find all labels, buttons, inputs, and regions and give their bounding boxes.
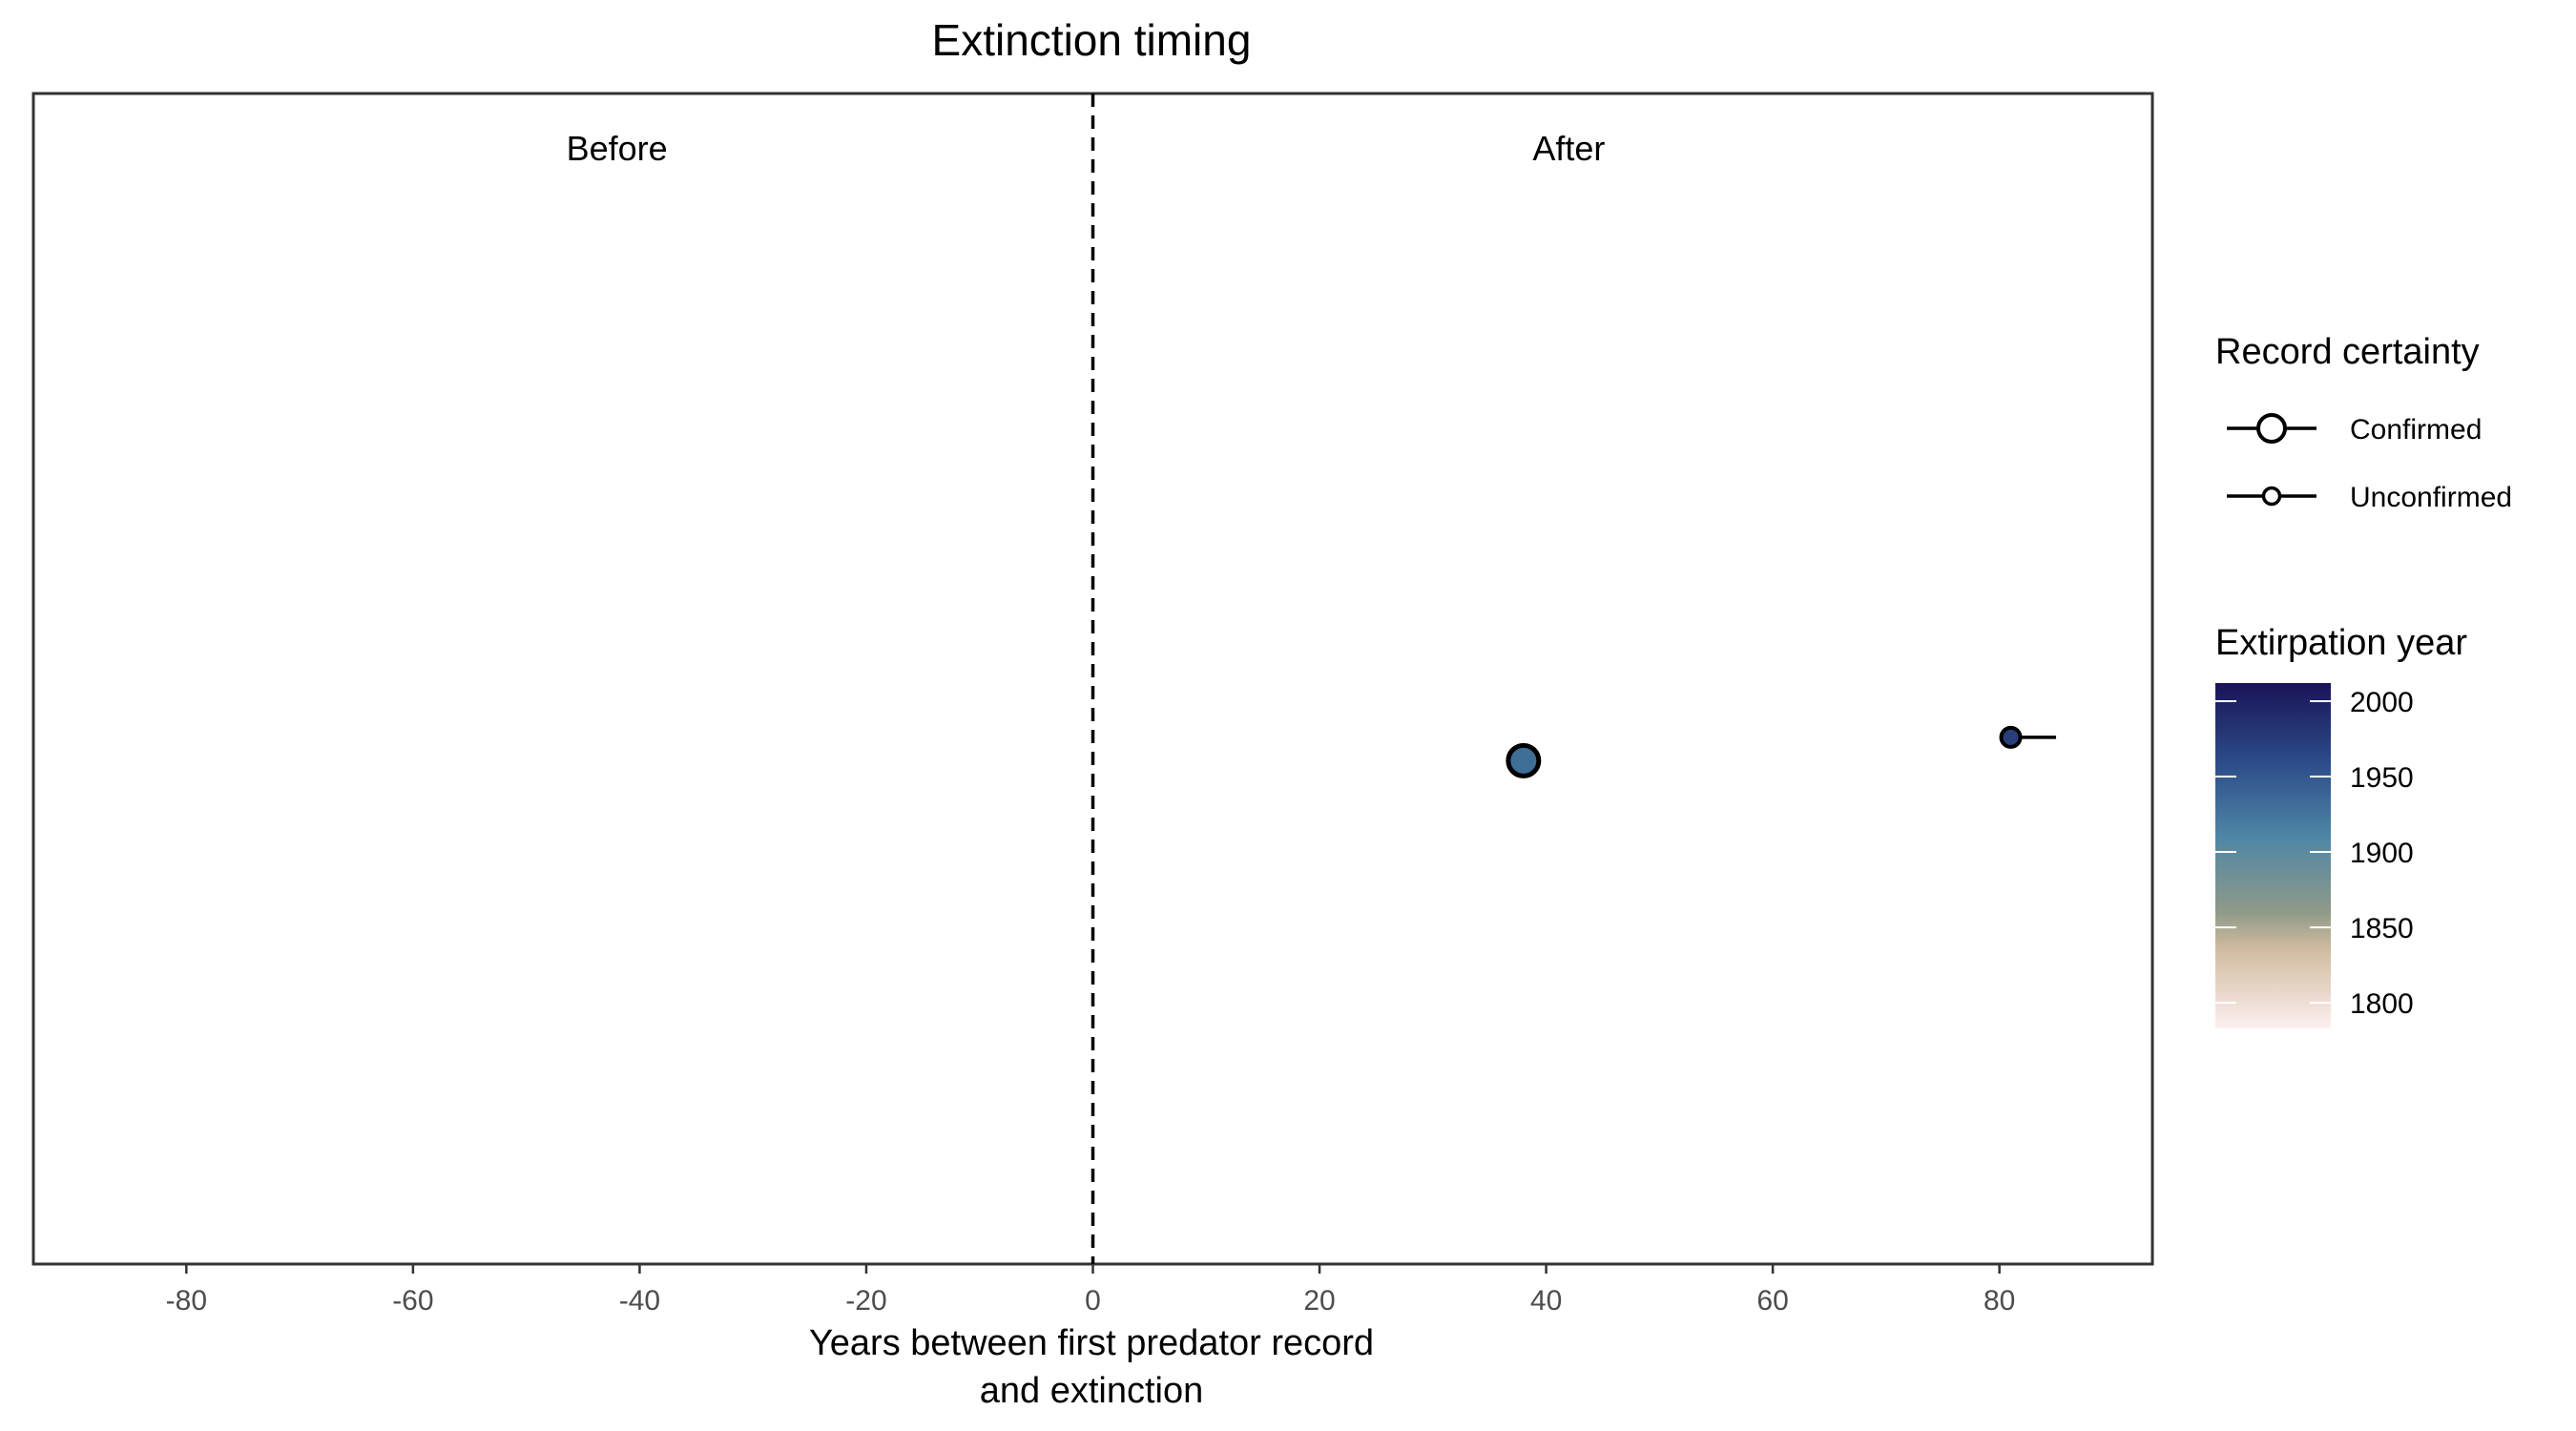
chart-title: Extinction timing bbox=[932, 15, 1252, 65]
region-labels: Before After bbox=[567, 129, 1606, 168]
x-tick-label: 20 bbox=[1303, 1285, 1335, 1317]
colorbar-tick-label: 2000 bbox=[2350, 687, 2414, 718]
data-point-confirmed bbox=[1506, 742, 1542, 778]
x-axis-title-line-2: and extinction bbox=[980, 1371, 1204, 1411]
data-points bbox=[1506, 725, 2057, 778]
x-tick-label: -20 bbox=[845, 1285, 886, 1317]
x-tick-label: 60 bbox=[1756, 1285, 1788, 1317]
colorbar-tick-label: 1900 bbox=[2350, 838, 2414, 869]
x-tick-label: -80 bbox=[166, 1285, 207, 1317]
x-tick-label: 80 bbox=[1984, 1285, 2015, 1317]
colorbar bbox=[2215, 683, 2331, 1028]
colorbar-tick-label: 1800 bbox=[2350, 988, 2414, 1020]
legend-confirmed-marker bbox=[2256, 413, 2287, 444]
region-label-after: After bbox=[1532, 129, 1605, 168]
colorbar-tick-label: 1950 bbox=[2350, 762, 2414, 794]
legend-item-unconfirmed: Unconfirmed bbox=[2227, 482, 2512, 513]
legend-record-certainty: Record certainty Confirmed Unconfirmed bbox=[2215, 332, 2512, 513]
colorbar-tick-label: 1850 bbox=[2350, 913, 2414, 944]
x-axis-ticks: -80 -60 -40 -20 0 20 40 60 80 bbox=[166, 1264, 2015, 1317]
legend-extirpation-year: Extirpation year 2000 1950 1900 1850 1800 bbox=[2215, 623, 2467, 1028]
legend-year-title: Extirpation year bbox=[2215, 623, 2467, 663]
x-axis-title-line-1: Years between first predator record bbox=[809, 1323, 1374, 1363]
legend-confirmed-label: Confirmed bbox=[2350, 414, 2482, 446]
x-tick-label: 0 bbox=[1085, 1285, 1101, 1317]
legend-certainty-title: Record certainty bbox=[2215, 332, 2480, 372]
legend-unconfirmed-marker bbox=[2261, 486, 2282, 507]
x-tick-label: -60 bbox=[392, 1285, 433, 1317]
data-point-unconfirmed bbox=[1999, 725, 2023, 749]
legend-item-confirmed: Confirmed bbox=[2227, 413, 2482, 446]
x-tick-label: -40 bbox=[619, 1285, 660, 1317]
legend-unconfirmed-label: Unconfirmed bbox=[2350, 482, 2512, 513]
x-tick-label: 40 bbox=[1530, 1285, 1562, 1317]
region-label-before: Before bbox=[567, 129, 668, 168]
colorbar-ticks: 2000 1950 1900 1850 1800 bbox=[2215, 687, 2414, 1020]
